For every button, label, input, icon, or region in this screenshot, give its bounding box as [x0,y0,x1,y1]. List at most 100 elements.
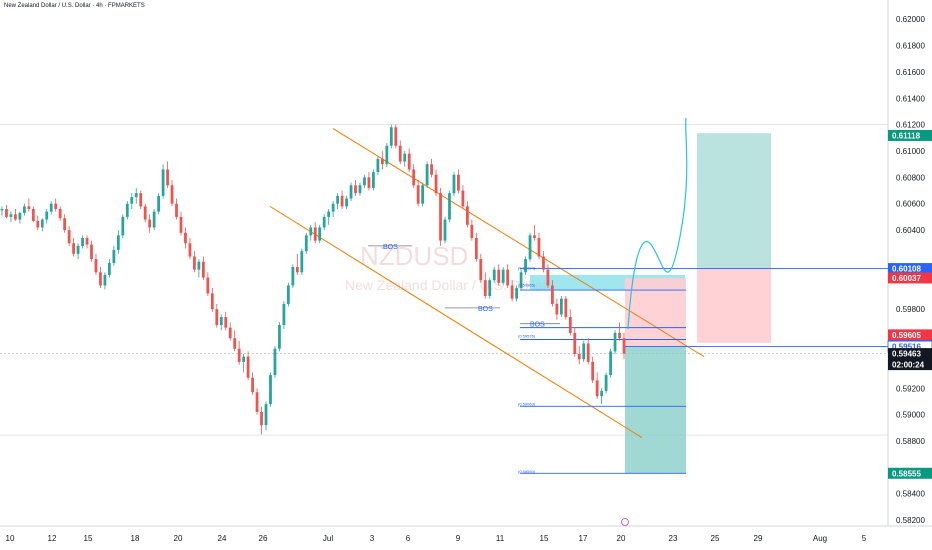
candle-body [443,219,447,241]
candle-body [188,243,192,257]
candle-body [206,277,210,294]
candle-body [349,185,353,199]
candle-body [412,169,416,186]
candle-body [291,267,295,286]
price-tick-label: 0.59200 [896,384,925,393]
fib-label: (0.59965) [518,282,536,287]
symbol-title: New Zealand Dollar / U.S. Dollar · 4h · … [4,3,145,9]
candle-body [219,317,223,325]
candle-body [148,219,152,228]
candle-body [36,220,40,228]
time-tick-label: 25 [711,534,720,543]
candle-body [573,332,577,354]
candle-body [488,280,492,296]
time-tick-label: 6 [406,534,411,543]
candle-body [112,249,116,264]
candle-body [45,211,49,220]
candle-body [470,224,474,239]
price-tick-label: 0.58400 [896,490,925,499]
candle-body [515,288,518,299]
time-tick-label: 10 [6,534,15,543]
countdown-label: 02:00:24 [892,361,925,370]
candle-body [465,206,469,225]
candle-body [318,227,322,241]
candle-body [559,298,563,315]
candle-body [54,203,58,210]
candle-body [309,227,313,236]
candle-body [533,235,536,239]
candle-body [591,361,595,381]
price-tick-label: 0.60600 [896,200,925,209]
price-tag-label: 0.60037 [892,274,921,283]
candle-body [479,259,483,281]
candle-body [269,375,272,405]
candle-body [18,212,22,220]
candle-body [125,203,129,217]
fib-label: (0.59063) [518,401,536,406]
candle-body [63,218,67,231]
time-tick-label: 23 [669,534,678,543]
price-axis: 0.62000 0.61800 0.61600 0.61400 0.61200 0.610… [887,15,932,525]
watermark-name: New Zealand Dollar / U.S. Dollar [345,277,548,293]
candle-body [224,317,228,328]
price-tag-label: 0.61118 [892,131,921,140]
price-tag-label: 0.59463 [892,350,921,359]
time-tick-label: 20 [617,534,626,543]
reward-zone [625,346,686,474]
candle-body [600,390,604,397]
candle-body [67,230,71,244]
time-tick-label: 15 [540,534,549,543]
candle-body [519,272,523,289]
candle-body [14,214,17,220]
candle-body [430,164,433,175]
price-tag-label: 0.59516 [892,343,921,352]
candle-body [380,158,384,165]
price-tick-label: 0.61200 [896,121,925,130]
candle-body [555,303,559,315]
candle-body [354,185,357,194]
candle-body [586,343,590,362]
fib-label: (0.59576) [518,334,536,339]
time-tick-label: 12 [48,534,57,543]
candle-body [336,195,339,204]
time-tick-label: Jul [323,534,333,543]
candle-body [300,251,304,273]
candle-body [139,193,143,207]
candle-body [166,169,169,186]
candle-body [237,348,241,362]
stop-zone [697,268,771,343]
candle-body [483,280,487,296]
candle-body [295,267,299,273]
candle-body [331,203,335,212]
candle-body [457,174,460,191]
candle-body [90,244,93,260]
price-tag-label: 0.59605 [892,331,921,340]
time-tick-label: 29 [754,534,763,543]
candle-body [193,256,196,270]
candle-body [398,145,402,162]
candle-body [345,198,348,207]
candle-body [273,348,277,376]
candle-body [604,375,608,391]
candle-body [260,411,263,426]
candle-body [385,145,389,165]
time-axis: 10 12 15 18 20 24 26 Jul 3 6 9 11 15 17 20 23 25 29 Aug 5 [6,534,867,543]
candle-body [358,185,362,194]
candle-body [134,193,138,198]
time-tick-label: 3 [370,534,375,543]
candle-body [81,238,84,246]
time-tick-label: 15 [84,534,93,543]
candle-body [537,238,541,257]
price-tick-label: 0.60800 [896,173,925,182]
candle-body [152,211,156,228]
candle-body [551,285,554,304]
price-tag-label: 0.60108 [892,265,921,274]
candle-body [5,209,8,217]
candle-body [448,193,451,220]
candle-body [76,245,80,254]
candle-body [372,172,375,188]
candle-body [175,203,178,217]
candle-body [108,263,111,275]
candle-body [582,343,586,360]
